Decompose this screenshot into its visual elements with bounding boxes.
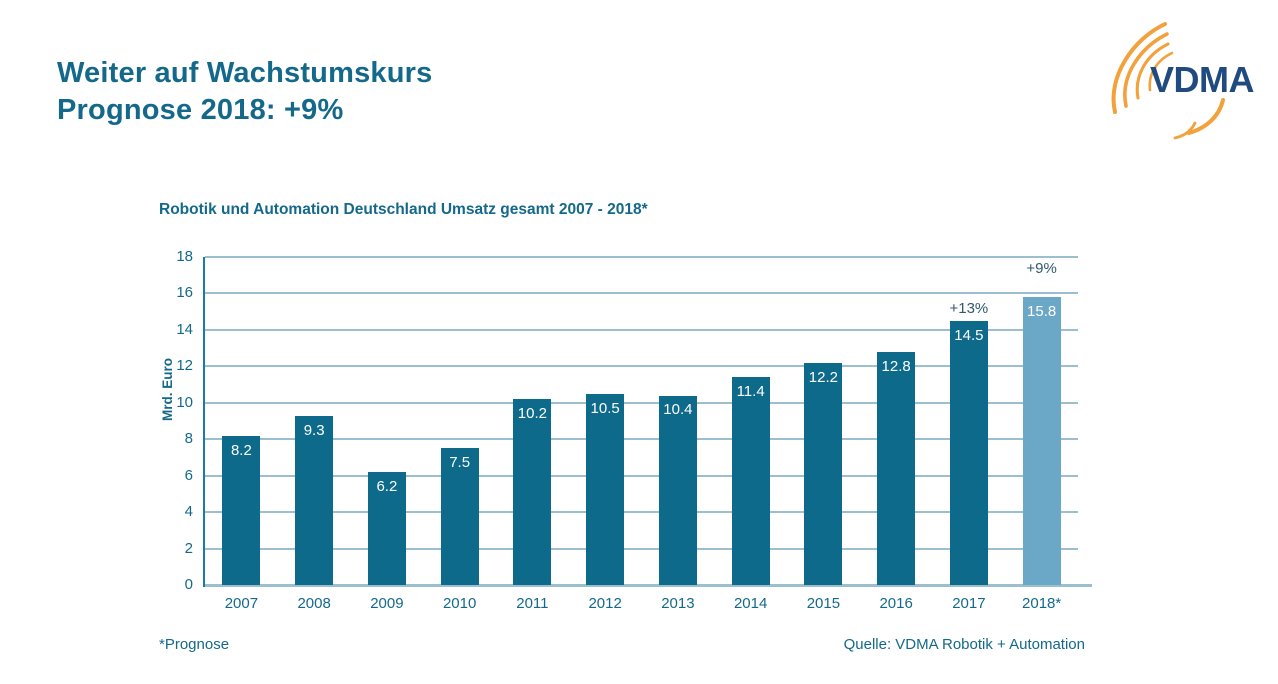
slide-title: Weiter auf Wachstumskurs Prognose 2018: …: [57, 55, 432, 129]
bar-value-2017: 14.5: [954, 326, 984, 344]
bar-2013: [658, 395, 697, 585]
bar-value-2012: 10.5: [590, 399, 620, 417]
vdma-logo-arcs-icon: [1111, 22, 1225, 140]
x-tick-2013: 2013: [661, 595, 695, 612]
x-axis-line: [203, 584, 1092, 587]
gridline-16: [205, 292, 1078, 295]
x-tick-2014: 2014: [733, 595, 768, 612]
annotation-2018*: +9%: [1026, 260, 1057, 278]
y-tick-6: 6: [184, 466, 193, 484]
bar-value-2013: 10.4: [663, 401, 693, 419]
slide-title-line2: Prognose 2018: +9%: [57, 94, 344, 126]
bar-2015: [804, 362, 843, 585]
bar-2007: [222, 435, 261, 585]
bar-2012: [586, 393, 625, 585]
bar-2018*: [1022, 297, 1061, 585]
bar-chart-plot-area: 0 2 4 6 8 10 12 14 16 18 8.2 2007 9.3 2008 6.2 2009 7.5 2…: [176, 248, 1092, 612]
vdma-logo: VDMA: [1111, 22, 1255, 140]
bar-value-2007: 8.2: [230, 441, 252, 459]
annotation-2017: +13%: [949, 299, 989, 317]
bar-value-2016: 12.8: [881, 357, 911, 375]
bar-value-2009: 6.2: [376, 478, 398, 496]
y-tick-18: 18: [176, 248, 193, 265]
gridline-14: [205, 328, 1078, 331]
bar-value-2011: 10.2: [517, 405, 547, 423]
y-tick-2: 2: [184, 539, 193, 557]
x-tick-2008: 2008: [297, 595, 331, 612]
x-tick-2011: 2011: [516, 595, 549, 612]
gridline-12: [205, 365, 1078, 368]
bar-2008: [295, 415, 334, 585]
footnote-prognose: *Prognose: [159, 636, 230, 653]
y-tick-0: 0: [184, 576, 193, 593]
chart-title: Robotik und Automation Deutschland Umsat…: [159, 201, 648, 218]
bar-value-2018*: 15.8: [1027, 303, 1057, 321]
y-axis-line: [203, 257, 205, 587]
bar-2009: [367, 472, 406, 585]
y-tick-12: 12: [176, 357, 193, 375]
gridline-6: [205, 474, 1078, 477]
x-tick-2009: 2009: [370, 595, 404, 612]
y-tick-14: 14: [176, 320, 193, 338]
x-tick-2015: 2015: [806, 595, 841, 612]
x-tick-2010: 2010: [442, 595, 477, 612]
bar-2016: [877, 351, 916, 585]
bar-value-2010: 7.5: [449, 454, 471, 472]
gridline-18: [205, 256, 1078, 258]
x-tick-2018*: 2018*: [1022, 595, 1062, 612]
bar-value-2008: 9.3: [303, 421, 325, 439]
slide-title-line1: Weiter auf Wachstumskurs: [57, 57, 433, 89]
bar-value-2015: 12.2: [808, 368, 838, 386]
gridline-8: [205, 438, 1078, 441]
bar-2010: [440, 448, 479, 585]
x-tick-2007: 2007: [224, 595, 259, 612]
bar-value-2014: 11.4: [736, 383, 765, 401]
y-tick-16: 16: [176, 284, 193, 302]
x-tick-2016: 2016: [879, 595, 913, 612]
x-tick-2017: 2017: [952, 595, 986, 612]
bar-2017: [949, 320, 988, 585]
y-tick-10: 10: [176, 393, 193, 411]
y-tick-8: 8: [184, 430, 193, 448]
y-tick-4: 4: [184, 503, 193, 521]
gridline-4: [205, 511, 1078, 514]
x-tick-2012: 2012: [588, 595, 622, 612]
bar-2014: [731, 377, 770, 585]
gridline-10: [205, 401, 1078, 404]
source-credit: Quelle: VDMA Robotik + Automation: [843, 636, 1085, 653]
gridline-2: [205, 547, 1078, 550]
vdma-logo-text: VDMA: [1150, 59, 1254, 100]
bar-2011: [513, 399, 552, 585]
